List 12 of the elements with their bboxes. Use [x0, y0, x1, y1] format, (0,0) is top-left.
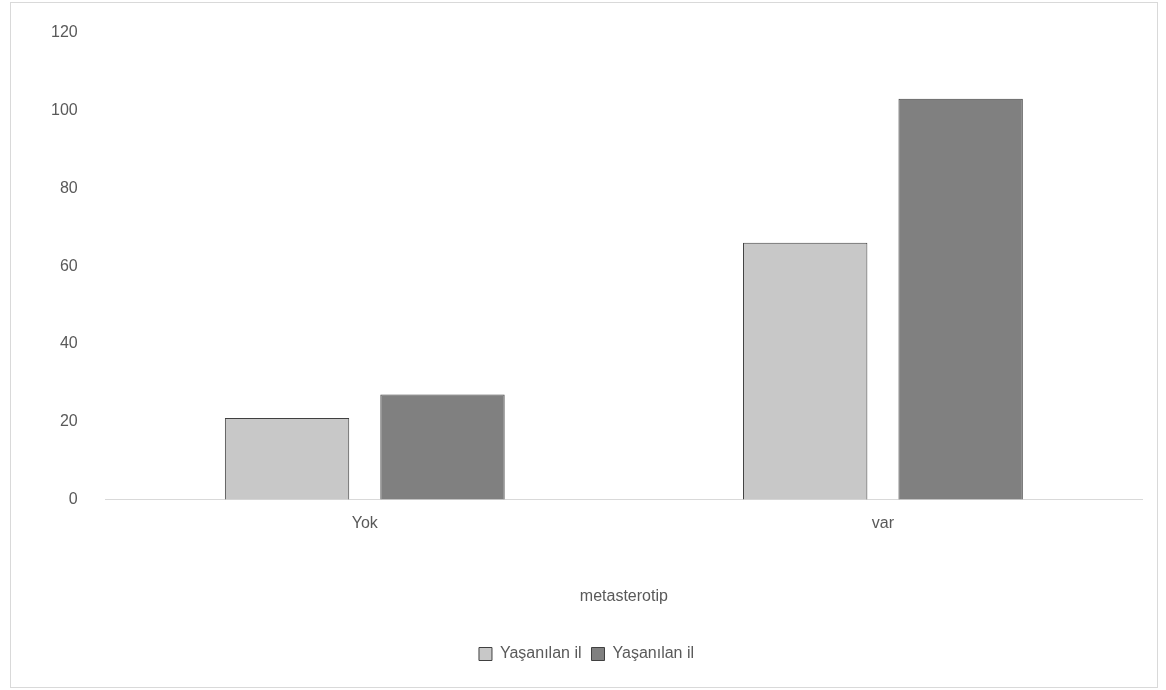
x-axis-title: metasterotip	[579, 586, 668, 604]
y-tick-label: 60	[59, 256, 78, 274]
x-tick-label: var	[871, 513, 895, 531]
y-tick-label: 120	[50, 23, 78, 41]
y-tick-label: 100	[50, 100, 78, 118]
y-tick-label: 0	[68, 490, 78, 508]
y-tick-label: 40	[59, 334, 78, 352]
legend-label: Yaşanılan il	[499, 644, 582, 662]
y-tick-label: 80	[59, 178, 78, 196]
y-tick-label: 20	[59, 412, 78, 430]
legend-label: Yaşanılan il	[612, 644, 695, 662]
x-tick-label: Yok	[351, 513, 379, 531]
